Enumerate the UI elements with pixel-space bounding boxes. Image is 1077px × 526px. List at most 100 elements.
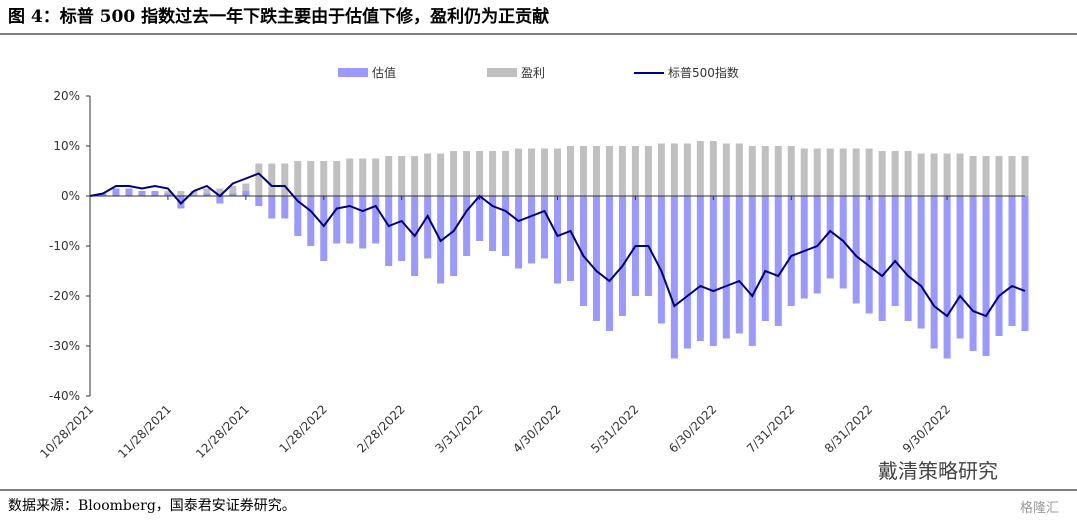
bar xyxy=(333,161,341,196)
bar xyxy=(995,156,1003,196)
x-tick-label: 1/28/2022 xyxy=(276,402,329,455)
bar xyxy=(826,196,834,279)
bar xyxy=(177,191,185,196)
bar xyxy=(969,156,977,196)
x-tick-label: 4/30/2022 xyxy=(510,402,563,455)
bar xyxy=(1021,156,1029,196)
bar xyxy=(515,148,523,196)
bar xyxy=(800,196,808,299)
bar xyxy=(761,196,769,321)
bar xyxy=(943,153,951,196)
bar xyxy=(657,196,665,324)
corner-mark: 格隆汇 xyxy=(1020,500,1059,516)
bar xyxy=(463,151,471,196)
x-tick-label: 10/28/2021 xyxy=(37,402,96,461)
bar xyxy=(489,151,497,196)
bar xyxy=(696,141,704,196)
bar xyxy=(398,196,406,261)
bar xyxy=(618,146,626,196)
bar xyxy=(515,196,523,269)
bar xyxy=(956,153,964,196)
bar xyxy=(670,143,678,196)
x-tick-label: 6/30/2022 xyxy=(666,402,719,455)
x-tick-label: 5/31/2022 xyxy=(588,402,641,455)
bar xyxy=(190,191,198,196)
bar xyxy=(917,153,925,196)
x-tick-label: 9/30/2022 xyxy=(900,402,953,455)
bar xyxy=(320,161,328,196)
bar xyxy=(670,196,678,359)
y-tick-label: 20% xyxy=(53,89,80,103)
bar xyxy=(683,143,691,196)
bar xyxy=(735,196,743,334)
bar xyxy=(722,143,730,196)
bar xyxy=(203,188,211,196)
bar xyxy=(229,193,237,196)
bar xyxy=(865,148,873,196)
x-tick-label: 8/31/2022 xyxy=(822,402,875,455)
source: 数据来源：Bloomberg，国泰君安证券研究。 xyxy=(8,498,296,514)
bar xyxy=(242,191,250,196)
bar xyxy=(787,146,795,196)
bar xyxy=(579,196,587,306)
bar xyxy=(852,148,860,196)
bar xyxy=(865,196,873,314)
bar xyxy=(372,158,380,196)
bar xyxy=(151,191,159,196)
bar xyxy=(320,196,328,261)
bar xyxy=(943,196,951,359)
bar xyxy=(605,196,613,331)
bar xyxy=(541,148,549,196)
bar xyxy=(216,188,224,196)
bar xyxy=(463,196,471,256)
bar xyxy=(307,161,315,196)
bar xyxy=(930,153,938,196)
bar xyxy=(709,196,717,346)
bar xyxy=(281,163,289,196)
bar xyxy=(904,196,912,321)
bar xyxy=(891,151,899,196)
x-tick-label: 11/28/2021 xyxy=(115,402,174,461)
bar xyxy=(683,196,691,349)
bar xyxy=(125,188,133,196)
bar xyxy=(566,196,574,281)
bar xyxy=(787,196,795,306)
bar xyxy=(748,146,756,196)
legend-label: 估值 xyxy=(372,65,396,80)
bar xyxy=(164,193,172,196)
bar xyxy=(502,151,510,196)
legend-swatch xyxy=(338,68,368,77)
bar xyxy=(268,163,276,196)
bar xyxy=(216,196,224,204)
bar xyxy=(605,146,613,196)
bar xyxy=(982,196,990,356)
y-tick-label: 10% xyxy=(53,139,80,153)
bar xyxy=(982,156,990,196)
x-tick-label: 3/31/2022 xyxy=(432,402,485,455)
bar xyxy=(385,156,393,196)
bar xyxy=(657,143,665,196)
bar xyxy=(1021,196,1029,331)
bar xyxy=(502,196,510,256)
bar xyxy=(541,196,549,259)
bar xyxy=(709,141,717,196)
bar xyxy=(268,196,276,219)
bar xyxy=(281,196,289,219)
y-tick-label: -20% xyxy=(49,289,80,303)
bar xyxy=(696,196,704,341)
bar xyxy=(800,148,808,196)
bar xyxy=(904,151,912,196)
bar xyxy=(424,196,432,259)
bar xyxy=(930,196,938,349)
bar xyxy=(424,153,432,196)
bar xyxy=(450,151,458,196)
bar xyxy=(592,146,600,196)
bar xyxy=(554,196,561,284)
bar xyxy=(631,146,639,196)
bar xyxy=(476,151,484,196)
x-tick-label: 7/31/2022 xyxy=(744,402,797,455)
bar xyxy=(592,196,600,321)
bar xyxy=(995,196,1003,336)
bar xyxy=(852,196,860,304)
